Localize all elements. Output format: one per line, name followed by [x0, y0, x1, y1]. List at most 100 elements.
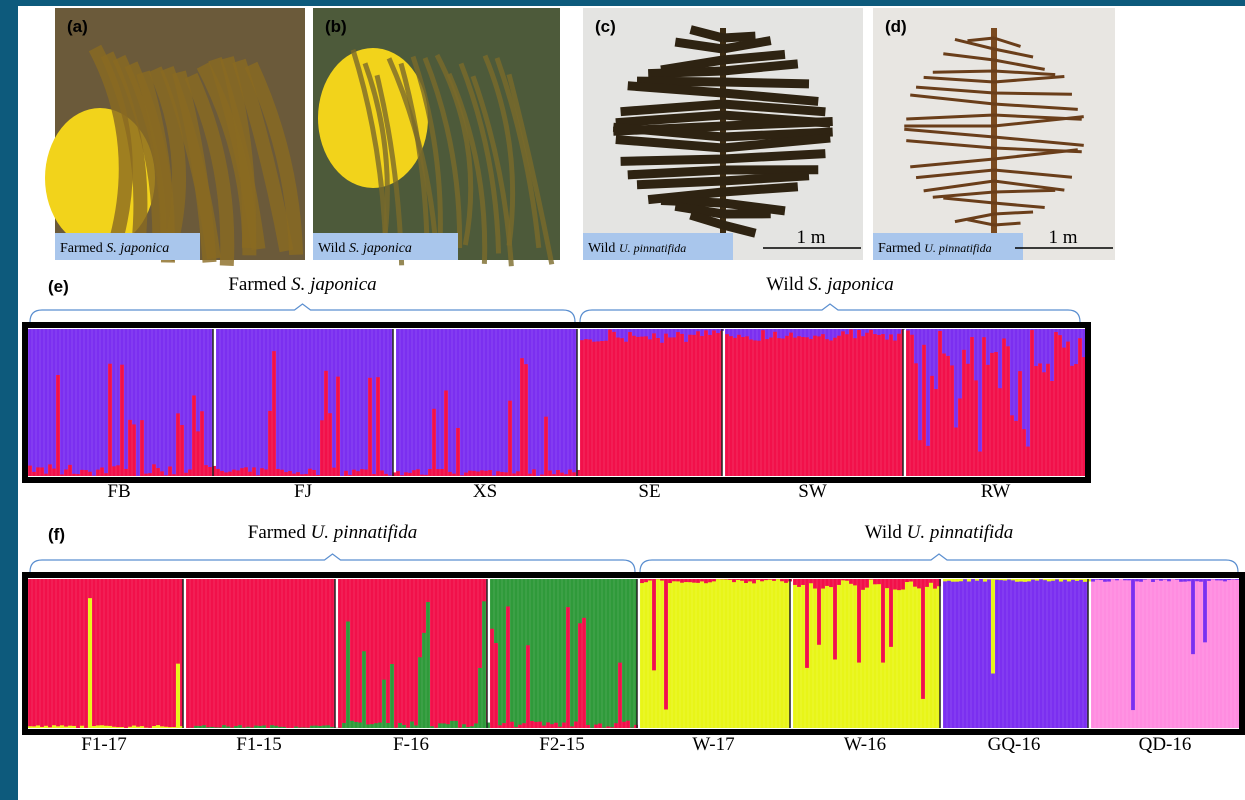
ancestry-bar: [700, 579, 704, 582]
ancestry-bar: [708, 579, 712, 583]
ancestry-bar: [36, 725, 40, 728]
ancestry-bar: [556, 470, 560, 476]
ancestry-bar: [350, 720, 354, 728]
ancestry-bar: [925, 579, 929, 587]
ancestry-bar: [36, 467, 40, 476]
ancestry-bar: [934, 329, 938, 390]
ancestry-bar: [1155, 579, 1159, 580]
ancestry-bar: [476, 471, 480, 476]
blade-lobe: [910, 93, 1078, 111]
caption-species: U. pinnatifida: [619, 241, 686, 255]
ancestry-bar: [817, 329, 821, 337]
ancestry-bar: [428, 469, 432, 476]
ancestry-bar: [270, 725, 274, 728]
ancestry-bar: [40, 726, 44, 728]
ancestry-bar: [777, 329, 781, 339]
caption-box: [55, 233, 200, 260]
ancestry-bar: [112, 466, 116, 476]
ancestry-bar: [967, 579, 971, 582]
blade-lobe: [636, 76, 810, 89]
ancestry-bar: [889, 329, 893, 335]
ancestry-bar: [684, 579, 688, 583]
population-block: [943, 579, 1088, 728]
ancestry-bar: [1179, 579, 1183, 582]
ancestry-bar: [833, 329, 837, 338]
ancestry-bar: [454, 720, 458, 728]
ancestry-bar: [873, 579, 877, 585]
ancestry-bar: [640, 579, 644, 584]
ancestry-bar: [572, 472, 576, 476]
ancestry-bar: [1091, 579, 1095, 582]
ancestry-bar: [797, 329, 801, 337]
ancestry-bar: [789, 329, 793, 333]
ancestry-bar: [530, 721, 534, 728]
kelp-blade: [482, 54, 516, 246]
ancestry-bar: [562, 722, 566, 728]
ancestry-bar: [258, 725, 262, 728]
blade-lobe: [967, 218, 1021, 227]
ancestry-bar: [749, 329, 753, 340]
caption-box: [583, 233, 733, 260]
ancestry-bar: [212, 465, 216, 476]
ancestry-bar: [983, 579, 987, 582]
ancestry-bar: [652, 329, 656, 334]
ancestry-bar: [877, 329, 881, 335]
ancestry-bar: [813, 579, 817, 589]
blade-lobe: [932, 69, 1056, 77]
ancestry-bar: [376, 377, 380, 476]
ancestry-bar: [757, 329, 761, 341]
caption-species: S. japonica: [349, 241, 412, 256]
kelp-blade: [350, 49, 388, 240]
group-title: Farmed S. japonica: [228, 274, 376, 295]
caption-prefix: Farmed: [878, 241, 921, 256]
ancestry-bar: [680, 579, 684, 583]
ancestry-bar: [204, 465, 208, 476]
ancestry-bar: [837, 579, 841, 585]
kelp-blade: [434, 53, 474, 246]
ancestry-bar: [442, 723, 446, 728]
scale-label: 1 m: [1048, 227, 1077, 248]
ancestry-bar: [424, 474, 428, 476]
group-prefix: Farmed: [248, 522, 307, 543]
ancestry-bar: [684, 329, 688, 342]
ancestry-bar: [1187, 579, 1191, 582]
ancestry-bar: [897, 579, 901, 591]
ancestry-bar: [632, 329, 636, 336]
ancestry-bar: [100, 725, 104, 728]
ancestry-bar: [592, 329, 596, 342]
ancestry-bar: [1199, 579, 1203, 582]
ancestry-bar: [825, 329, 829, 340]
ancestry-bar: [1047, 579, 1051, 582]
ancestry-bar: [152, 726, 156, 728]
ancestry-bar: [396, 471, 400, 476]
ancestry-bar: [532, 469, 536, 476]
ancestry-bar: [1011, 579, 1015, 581]
ancestry-bar: [60, 725, 64, 728]
ancestry-bar: [164, 726, 168, 728]
ancestry-bar: [328, 413, 332, 476]
caption-prefix: Wild: [588, 241, 615, 256]
ancestry-bar: [432, 408, 436, 476]
ancestry-bar: [628, 329, 632, 333]
ancestry-bar: [216, 468, 220, 476]
ancestry-bar: [624, 329, 628, 342]
ancestry-bar: [64, 469, 68, 476]
ancestry-bar: [857, 329, 861, 331]
ancestry-bar: [498, 725, 502, 728]
population-block: [28, 579, 183, 728]
plot-label: (e): [48, 277, 69, 296]
ancestry-bar: [921, 579, 925, 699]
kelp-blade: [458, 62, 502, 254]
population-block: [216, 329, 393, 476]
ancestry-bar: [1067, 579, 1071, 582]
ancestry-bar: [660, 329, 664, 343]
ancestry-bar: [296, 472, 300, 476]
ancestry-bar: [436, 469, 440, 476]
ancestry-bar: [448, 471, 452, 476]
blade-lobe: [923, 179, 1065, 193]
ancestry-bar: [784, 579, 788, 583]
ancestry-bar: [692, 329, 696, 335]
ancestry-bar: [184, 472, 188, 476]
ancestry-bar: [626, 720, 630, 728]
ancestry-bar: [76, 474, 80, 476]
